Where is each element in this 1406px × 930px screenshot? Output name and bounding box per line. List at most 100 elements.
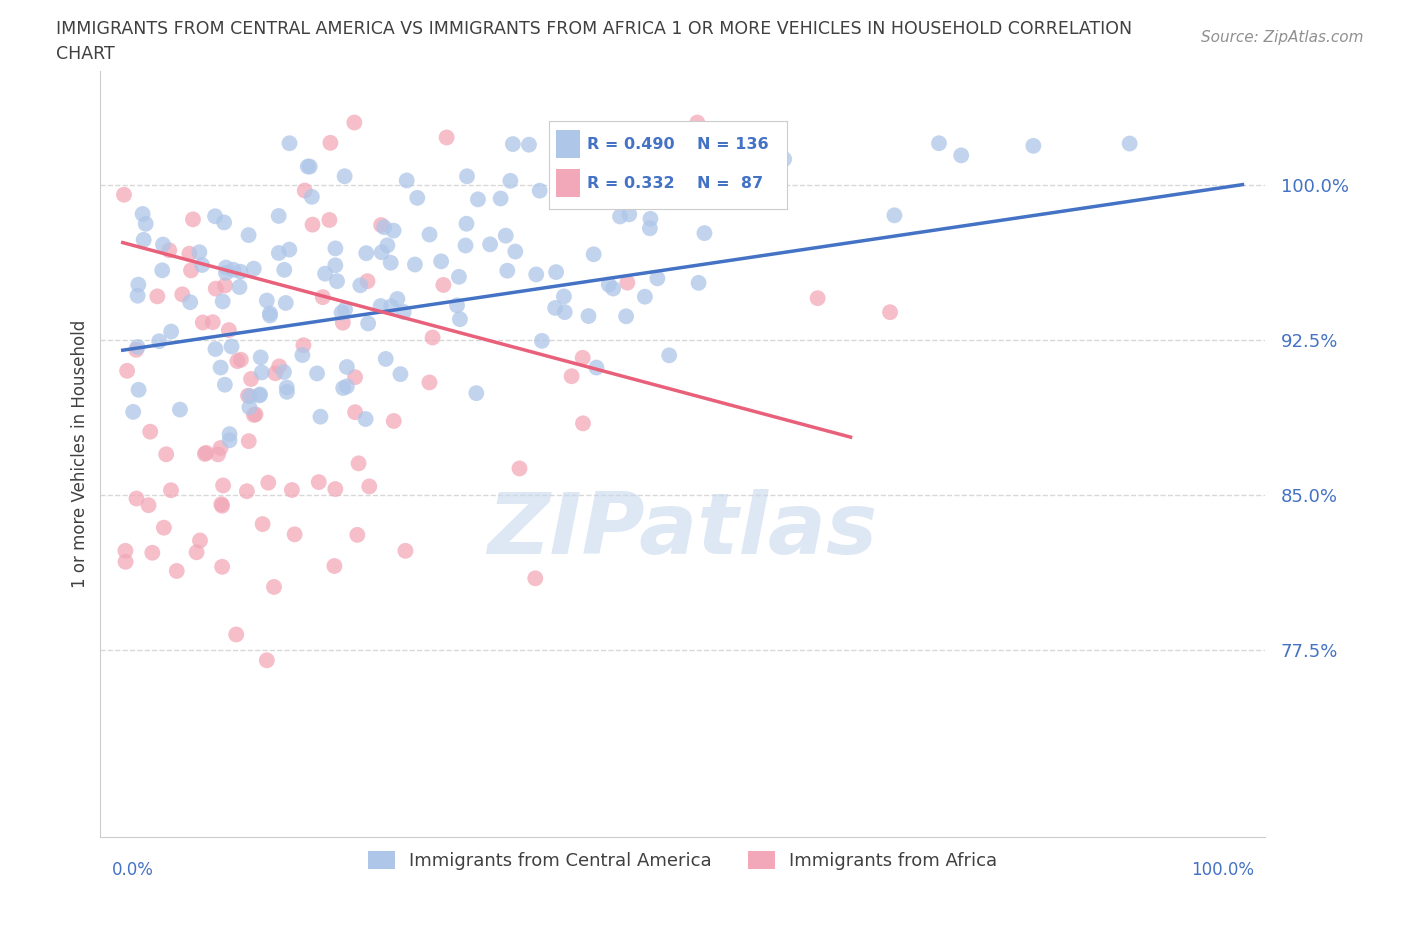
Point [135, 217, 157, 232]
Point [647, 271, 669, 286]
Point [395, 173, 418, 188]
Point [218, 432, 240, 447]
Point [714, 159, 737, 174]
Text: IMMIGRANTS FROM CENTRAL AMERICA VS IMMIGRANTS FROM AFRICA 1 OR MORE VEHICLES IN : IMMIGRANTS FROM CENTRAL AMERICA VS IMMIG… [56, 20, 1132, 38]
Point [530, 334, 553, 349]
Point [250, 365, 273, 379]
Point [553, 289, 575, 304]
Point [238, 400, 260, 415]
Point [125, 491, 148, 506]
Point [298, 159, 321, 174]
Point [505, 244, 527, 259]
Point [125, 342, 148, 357]
Point [807, 291, 830, 306]
Point [240, 372, 263, 387]
Point [222, 262, 245, 277]
Text: ZIPatlas: ZIPatlas [488, 489, 877, 572]
Point [343, 115, 366, 130]
Point [211, 559, 233, 574]
Point [207, 447, 229, 462]
Point [554, 305, 576, 320]
Point [319, 136, 342, 151]
Point [314, 266, 336, 281]
Point [454, 238, 477, 253]
Point [204, 281, 226, 296]
Point [446, 298, 468, 312]
Text: 0.0%: 0.0% [111, 861, 153, 880]
Point [394, 543, 416, 558]
Point [209, 441, 232, 456]
Point [634, 289, 657, 304]
Point [598, 277, 620, 292]
Point [226, 353, 249, 368]
Point [139, 424, 162, 439]
Point [166, 564, 188, 578]
Point [703, 136, 725, 151]
Point [301, 190, 323, 205]
Point [195, 445, 218, 460]
Point [686, 115, 709, 130]
Point [141, 545, 163, 560]
Point [114, 543, 136, 558]
Point [194, 446, 217, 461]
Point [688, 275, 710, 290]
Point [238, 228, 260, 243]
Point [630, 143, 652, 158]
Point [658, 348, 681, 363]
Point [499, 173, 522, 188]
Point [382, 223, 405, 238]
Point [1022, 139, 1045, 153]
Point [312, 290, 335, 305]
Point [489, 191, 512, 206]
Point [359, 479, 381, 494]
Point [373, 219, 395, 234]
Point [112, 187, 135, 202]
Point [336, 379, 359, 393]
Point [284, 527, 307, 542]
Point [281, 483, 304, 498]
Point [456, 169, 478, 184]
Point [180, 263, 202, 278]
Point [419, 227, 441, 242]
Point [380, 256, 402, 271]
Point [276, 384, 298, 399]
Point [330, 305, 353, 320]
Point [169, 402, 191, 417]
Point [332, 315, 354, 330]
Point [609, 209, 631, 224]
Point [392, 304, 415, 319]
Point [544, 300, 567, 315]
Point [179, 295, 201, 310]
Point [318, 213, 340, 228]
Point [950, 148, 973, 163]
Point [636, 192, 658, 206]
Point [209, 497, 232, 512]
Point [479, 237, 502, 252]
Point [344, 370, 367, 385]
Point [132, 232, 155, 247]
Y-axis label: 1 or more Vehicles in Household: 1 or more Vehicles in Household [72, 320, 89, 588]
Point [638, 220, 661, 235]
Point [153, 520, 176, 535]
Point [211, 294, 233, 309]
Point [742, 136, 765, 151]
Point [131, 206, 153, 221]
Point [432, 277, 454, 292]
Point [354, 246, 377, 260]
Point [404, 257, 426, 272]
Point [211, 498, 233, 513]
Point [640, 211, 662, 226]
Point [344, 405, 367, 419]
Point [201, 314, 224, 329]
Text: 100.0%: 100.0% [1191, 861, 1254, 880]
Point [267, 246, 290, 260]
Point [323, 258, 346, 272]
Point [436, 130, 458, 145]
Point [467, 192, 489, 206]
Point [568, 162, 591, 177]
Point [546, 265, 568, 280]
Point [127, 288, 149, 303]
Point [238, 433, 260, 448]
Point [155, 446, 177, 461]
Point [274, 296, 297, 311]
